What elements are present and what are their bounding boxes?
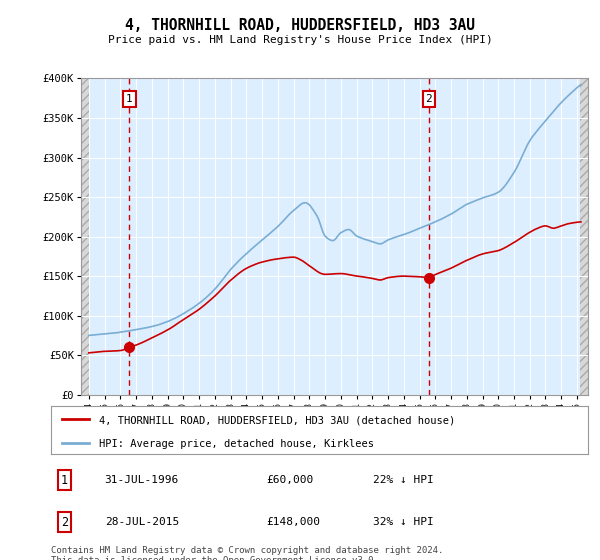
Text: Contains HM Land Registry data © Crown copyright and database right 2024.
This d: Contains HM Land Registry data © Crown c…	[51, 546, 443, 560]
Text: 1: 1	[61, 474, 68, 487]
Text: 31-JUL-1996: 31-JUL-1996	[105, 475, 179, 485]
Text: 22% ↓ HPI: 22% ↓ HPI	[373, 475, 434, 485]
Text: £148,000: £148,000	[266, 517, 320, 527]
Bar	[580, 78, 596, 395]
Text: Price paid vs. HM Land Registry's House Price Index (HPI): Price paid vs. HM Land Registry's House …	[107, 35, 493, 45]
Bar	[81, 78, 89, 395]
Text: 28-JUL-2015: 28-JUL-2015	[105, 517, 179, 527]
Text: 2: 2	[425, 94, 432, 104]
Text: 2: 2	[61, 516, 68, 529]
Text: 1: 1	[126, 94, 133, 104]
Text: 4, THORNHILL ROAD, HUDDERSFIELD, HD3 3AU: 4, THORNHILL ROAD, HUDDERSFIELD, HD3 3AU	[125, 18, 475, 32]
Text: £60,000: £60,000	[266, 475, 313, 485]
Text: 32% ↓ HPI: 32% ↓ HPI	[373, 517, 434, 527]
Text: 4, THORNHILL ROAD, HUDDERSFIELD, HD3 3AU (detached house): 4, THORNHILL ROAD, HUDDERSFIELD, HD3 3AU…	[100, 416, 455, 425]
Text: HPI: Average price, detached house, Kirklees: HPI: Average price, detached house, Kirk…	[100, 439, 374, 449]
